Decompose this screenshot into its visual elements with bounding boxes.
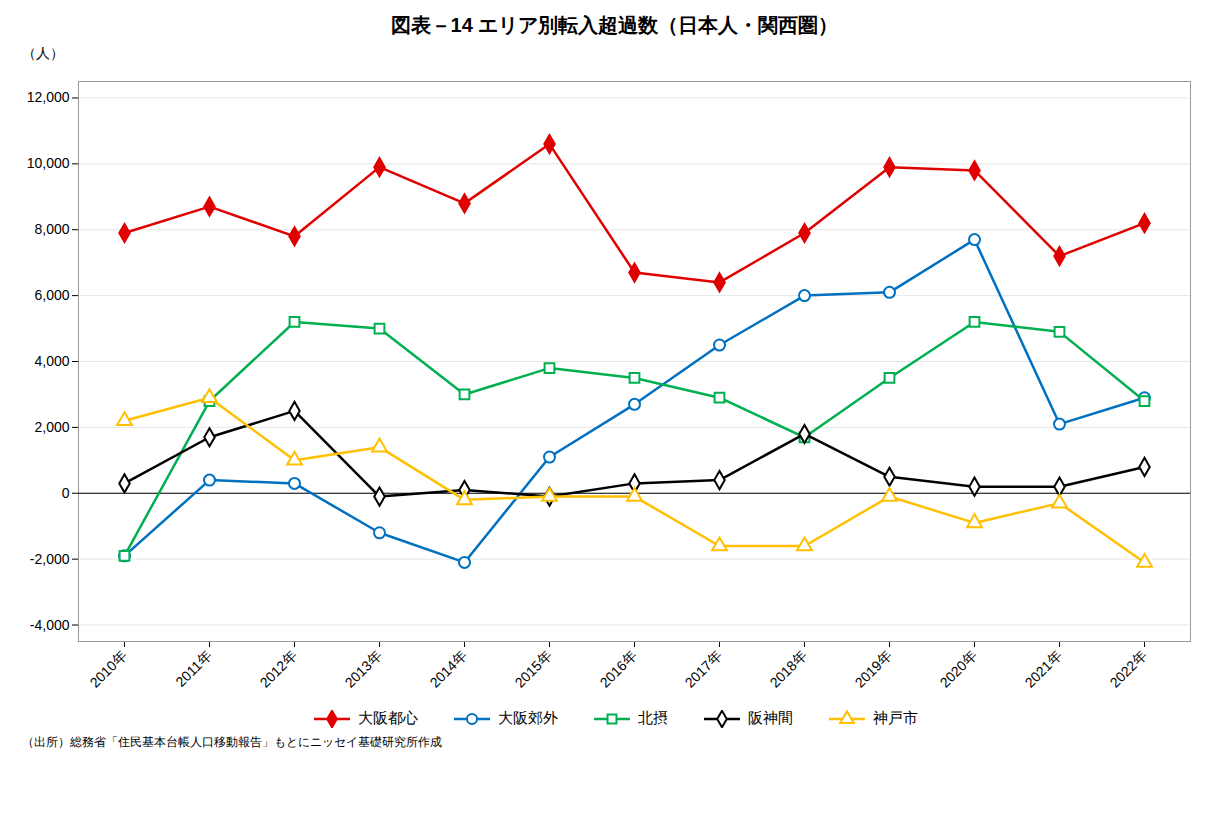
svg-text:2022年: 2022年	[1107, 647, 1150, 690]
svg-text:2016年: 2016年	[597, 647, 640, 690]
svg-text:2017年: 2017年	[682, 647, 725, 690]
svg-text:2021年: 2021年	[1022, 647, 1065, 690]
html-text:神戸市: 神戸市	[872, 709, 918, 726]
svg-text:2013年: 2013年	[342, 647, 385, 690]
svg-text:2015年: 2015年	[512, 647, 555, 690]
svg-text:2014年: 2014年	[427, 647, 470, 690]
svg-text:-4,000: -4,000	[30, 617, 70, 633]
svg-text:2011年: 2011年	[172, 647, 215, 690]
svg-text:2012年: 2012年	[257, 647, 300, 690]
html-text:大阪都心: 大阪都心	[357, 709, 418, 726]
svg-text:2018年: 2018年	[767, 647, 810, 690]
svg-text:2019年: 2019年	[852, 647, 895, 690]
svg-text:-2,000: -2,000	[30, 551, 70, 567]
html-text:阪神間: 阪神間	[747, 709, 793, 726]
svg-text:2010年: 2010年	[87, 647, 130, 690]
html-text:（人）: （人）	[22, 45, 64, 61]
svg-text:8,000: 8,000	[34, 221, 69, 237]
svg-text:10,000: 10,000	[27, 155, 70, 171]
svg-text:2020年: 2020年	[937, 647, 980, 690]
html-text:（出所）総務省「住民基本台帳人口移動報告」もとにニッセイ基礎: （出所）総務省「住民基本台帳人口移動報告」もとにニッセイ基礎研究所作成	[22, 735, 442, 749]
html-text:北摂: 北摂	[637, 709, 668, 726]
svg-text:6,000: 6,000	[34, 287, 69, 303]
html-text:大阪郊外: 大阪郊外	[497, 709, 558, 726]
svg-text:2,000: 2,000	[34, 419, 69, 435]
svg-text:12,000: 12,000	[27, 89, 70, 105]
svg-text:0: 0	[62, 485, 70, 501]
svg-text:4,000: 4,000	[34, 353, 69, 369]
html-text:図表－14 エリア別転入超過数（日本人・関西圏）: 図表－14 エリア別転入超過数（日本人・関西圏）	[390, 14, 839, 36]
